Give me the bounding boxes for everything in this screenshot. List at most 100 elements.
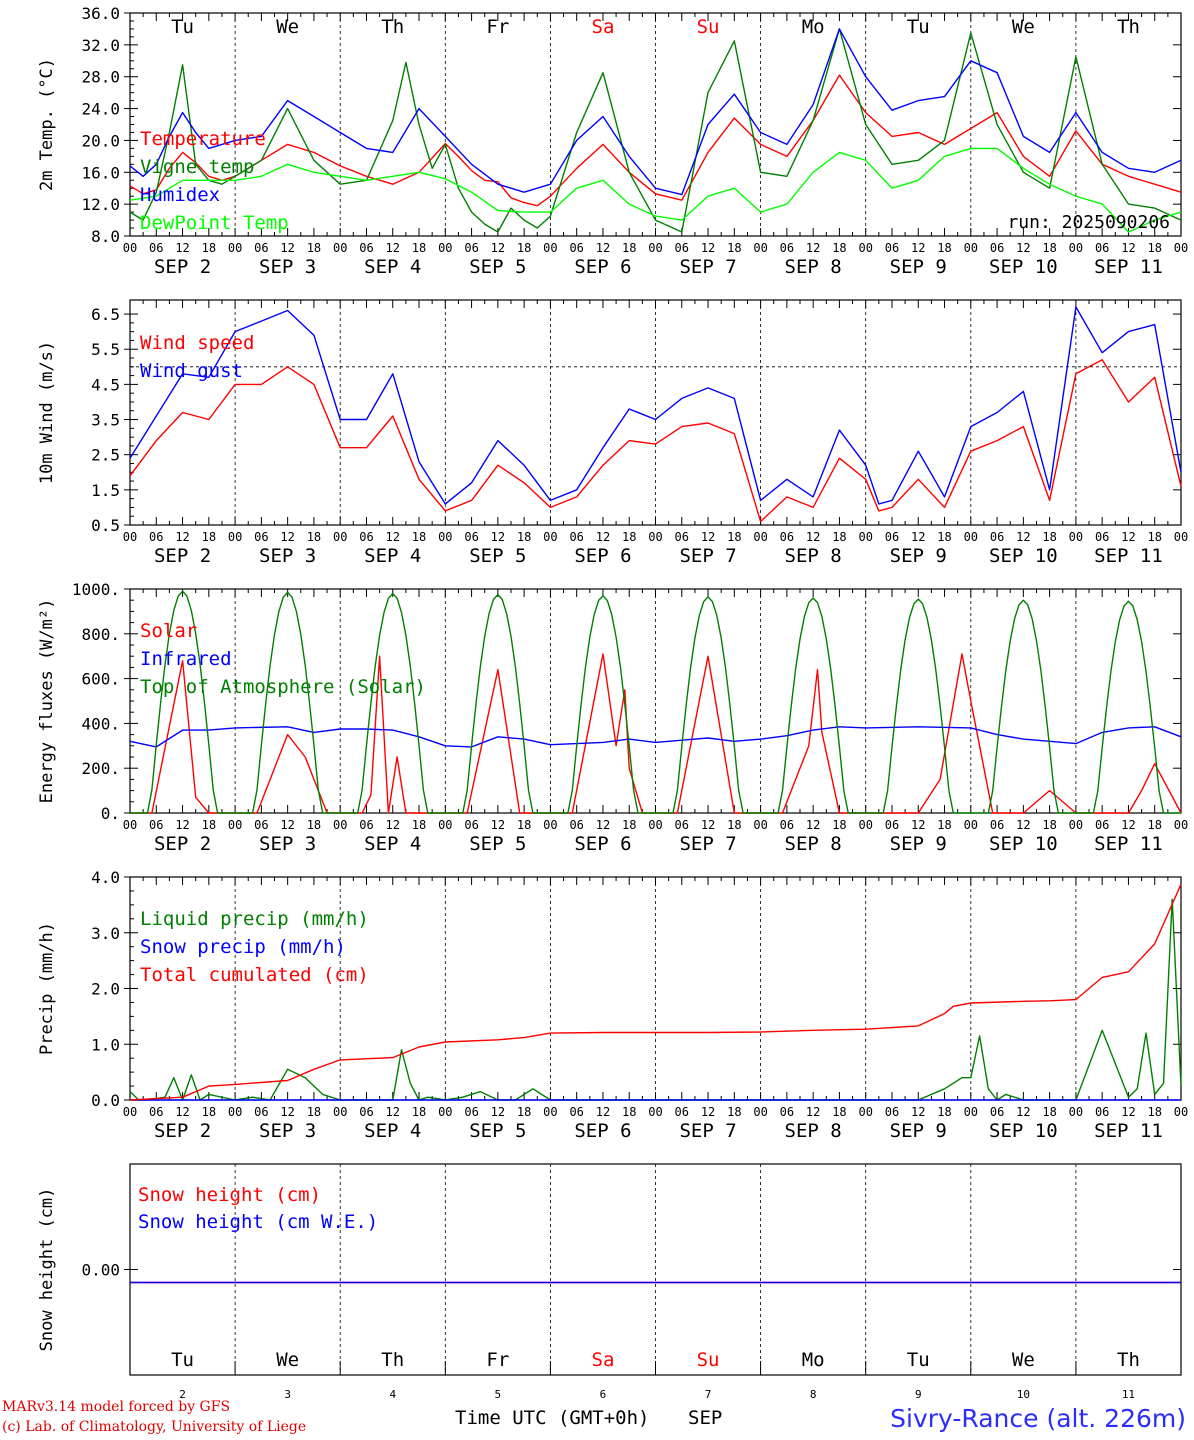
energy-frame bbox=[129, 588, 1182, 814]
temperature-hour-label: 00 bbox=[1069, 241, 1083, 255]
temperature-date-label: SEP 9 bbox=[890, 256, 947, 278]
energy-date-label: SEP 8 bbox=[785, 833, 842, 855]
wind-frame bbox=[129, 299, 1182, 526]
energy-hour-label: 18 bbox=[1042, 818, 1056, 832]
temperature-weekday-label: Su bbox=[697, 16, 720, 38]
temperature-date-label: SEP 11 bbox=[1094, 256, 1163, 278]
energy-hour-label: 00 bbox=[1069, 818, 1083, 832]
energy-y-tick-label: 1000. bbox=[72, 580, 120, 599]
temperature-hour-label: 18 bbox=[1042, 241, 1056, 255]
precip-hour-label: 12 bbox=[386, 1105, 400, 1119]
energy-hour-label: 06 bbox=[254, 818, 268, 832]
temperature-hour-label: 12 bbox=[701, 241, 715, 255]
wind-date-label: SEP 3 bbox=[259, 545, 316, 567]
temperature-weekday-label: Mo bbox=[802, 16, 825, 38]
precip-hour-label: 06 bbox=[675, 1105, 689, 1119]
precip-legend-1: Snow precip (mm/h) bbox=[140, 936, 346, 958]
wind-date-label: SEP 9 bbox=[890, 545, 947, 567]
temperature-hour-label: 00 bbox=[753, 241, 767, 255]
precip-date-label: SEP 9 bbox=[890, 1120, 947, 1142]
precip-hour-label: 12 bbox=[175, 1105, 189, 1119]
energy-hour-label: 06 bbox=[149, 818, 163, 832]
temperature-weekday-label: Sa bbox=[592, 16, 615, 38]
temperature-legend-1: Vigne temp bbox=[140, 156, 254, 178]
temperature-hour-label: 12 bbox=[175, 241, 189, 255]
wind-hour-label: 06 bbox=[990, 530, 1004, 544]
temperature-hour-label: 00 bbox=[438, 241, 452, 255]
energy-y-tick-label: 400. bbox=[81, 714, 120, 733]
wind-hour-label: 18 bbox=[517, 530, 531, 544]
wind-hour-label: 12 bbox=[911, 530, 925, 544]
energy-date-label: SEP 2 bbox=[154, 833, 211, 855]
energy-hour-label: 12 bbox=[280, 818, 294, 832]
energy-hour-label: 00 bbox=[964, 818, 978, 832]
wind-hour-label: 12 bbox=[1016, 530, 1030, 544]
snow-weekday-label: Tu bbox=[171, 1349, 194, 1371]
precip-hour-label: 18 bbox=[1042, 1105, 1056, 1119]
snow-y-axis-label: Snow height (cm) bbox=[37, 1188, 57, 1352]
wind-date-label: SEP 6 bbox=[574, 545, 631, 567]
wind-hour-label: 00 bbox=[228, 530, 242, 544]
temperature-hour-label: 06 bbox=[885, 241, 899, 255]
wind-hour-label: 18 bbox=[622, 530, 636, 544]
energy-hour-label: 18 bbox=[412, 818, 426, 832]
energy-hour-label: 00 bbox=[438, 818, 452, 832]
wind-date-label: SEP 8 bbox=[785, 545, 842, 567]
temperature-weekday-label: We bbox=[276, 16, 299, 38]
temperature-hour-label: 00 bbox=[964, 241, 978, 255]
wind-hour-label: 00 bbox=[123, 530, 137, 544]
energy-y-tick-label: 0. bbox=[101, 804, 120, 823]
precip-hour-label: 18 bbox=[727, 1105, 741, 1119]
energy-legend-2: Top of Atmosphere (Solar) bbox=[140, 676, 426, 698]
energy-date-label: SEP 9 bbox=[890, 833, 947, 855]
energy-hour-label: 06 bbox=[780, 818, 794, 832]
energy-hour-label: 18 bbox=[727, 818, 741, 832]
snow-weekday-label: Tu bbox=[907, 1349, 930, 1371]
temperature-date-label: SEP 6 bbox=[574, 256, 631, 278]
snow-day-number: 8 bbox=[810, 1388, 817, 1401]
wind-hour-label: 18 bbox=[412, 530, 426, 544]
temperature-y-tick-label: 24.0 bbox=[81, 100, 120, 119]
wind-hour-label: 12 bbox=[806, 530, 820, 544]
energy-legend-0: Solar bbox=[140, 620, 197, 642]
precip-date-label: SEP 7 bbox=[679, 1120, 736, 1142]
precip-hour-label: 06 bbox=[1095, 1105, 1109, 1119]
wind-hour-label: 12 bbox=[175, 530, 189, 544]
precip-hour-label: 06 bbox=[885, 1105, 899, 1119]
wind-hour-label: 06 bbox=[780, 530, 794, 544]
wind-y-tick-label: 1.5 bbox=[91, 481, 120, 500]
wind-hour-label: 06 bbox=[1095, 530, 1109, 544]
wind-date-label: SEP 2 bbox=[154, 545, 211, 567]
energy-hour-label: 06 bbox=[569, 818, 583, 832]
temperature-hour-label: 06 bbox=[1095, 241, 1109, 255]
temperature-hour-label: 12 bbox=[386, 241, 400, 255]
precip-hour-label: 18 bbox=[622, 1105, 636, 1119]
energy-hour-label: 18 bbox=[202, 818, 216, 832]
energy-hour-label: 00 bbox=[333, 818, 347, 832]
temperature-y-tick-label: 20.0 bbox=[81, 131, 120, 150]
wind-hour-label: 00 bbox=[753, 530, 767, 544]
energy-hour-label: 18 bbox=[622, 818, 636, 832]
wind-hour-label: 06 bbox=[569, 530, 583, 544]
energy-hour-label: 00 bbox=[123, 818, 137, 832]
snow-y-tick-label: 0.00 bbox=[81, 1261, 120, 1280]
temperature-hour-label: 00 bbox=[1174, 241, 1188, 255]
month-caption: SEP bbox=[688, 1407, 722, 1429]
precip-date-label: SEP 11 bbox=[1094, 1120, 1163, 1142]
temperature-hour-label: 18 bbox=[832, 241, 846, 255]
wind-hour-label: 06 bbox=[359, 530, 373, 544]
temperature-weekday-label: Th bbox=[1117, 16, 1140, 38]
temperature-hour-label: 06 bbox=[675, 241, 689, 255]
temperature-series-3 bbox=[129, 147, 1182, 233]
temperature-frame bbox=[129, 12, 1182, 237]
temperature-weekday-label: We bbox=[1012, 16, 1035, 38]
precip-series-2 bbox=[129, 883, 1182, 1101]
snow-day-number: 2 bbox=[179, 1388, 186, 1401]
precip-hour-label: 00 bbox=[333, 1105, 347, 1119]
temperature-series-1 bbox=[129, 28, 1182, 233]
temperature-hour-label: 00 bbox=[333, 241, 347, 255]
energy-hour-label: 18 bbox=[517, 818, 531, 832]
wind-hour-label: 00 bbox=[964, 530, 978, 544]
precip-date-label: SEP 2 bbox=[154, 1120, 211, 1142]
wind-hour-label: 00 bbox=[543, 530, 557, 544]
